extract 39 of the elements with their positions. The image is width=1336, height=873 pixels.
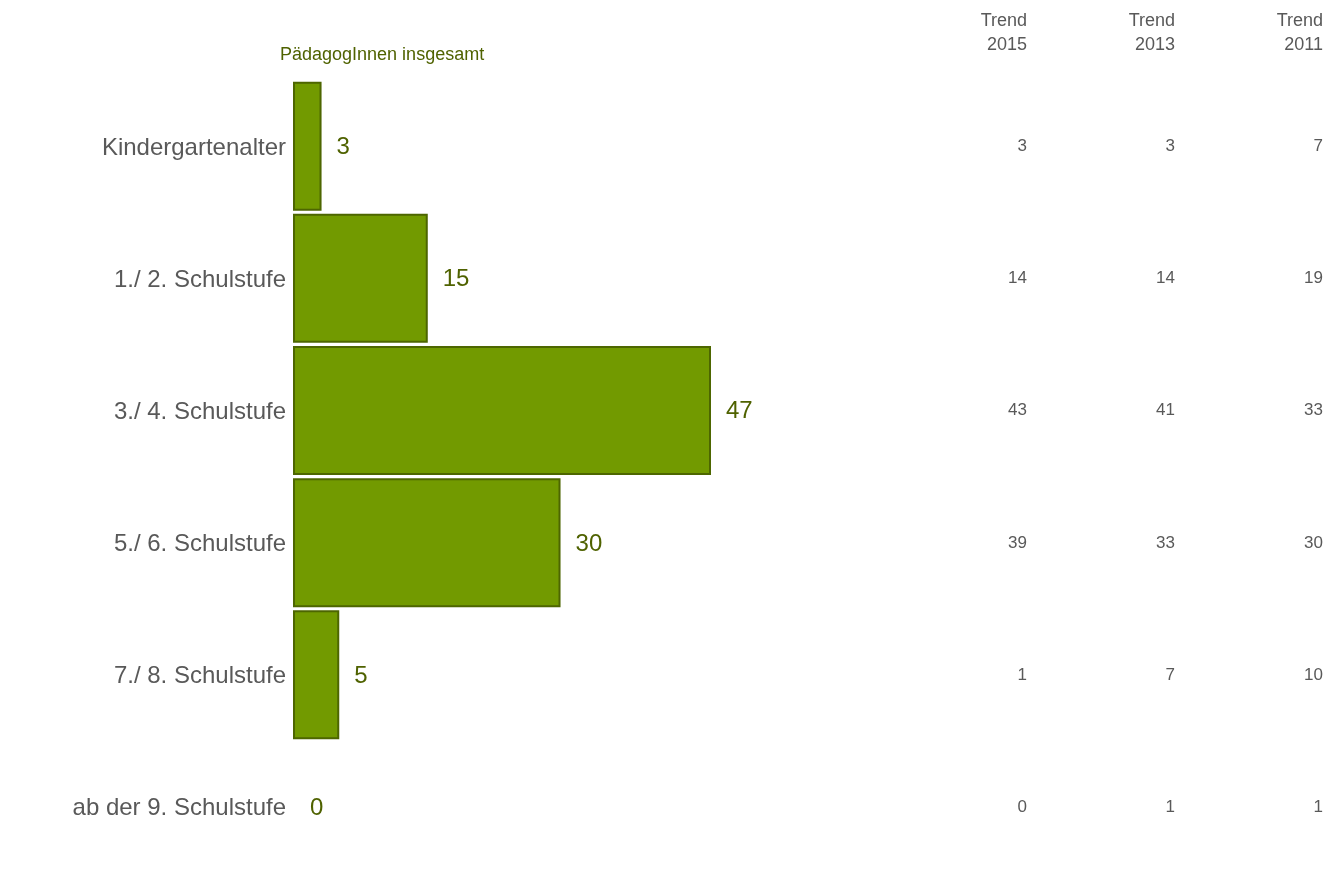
data-label: 47 — [726, 396, 753, 425]
data-label: 7 — [1115, 663, 1175, 686]
data-label: 14 — [967, 267, 1027, 290]
data-label: 41 — [1115, 399, 1175, 422]
y-tick-label: 3./ 4. Schulstufe — [113, 396, 286, 424]
x-tick-label: Trend 2015 — [979, 9, 1027, 56]
bar — [293, 478, 561, 608]
data-label: 1 — [967, 663, 1027, 686]
data-label: 0 — [310, 792, 324, 821]
data-label: 1 — [1263, 795, 1323, 818]
y-tick-label: Kindergartenalter — [101, 132, 286, 160]
data-label: 43 — [967, 399, 1027, 422]
y-tick-label: 5./ 6. Schulstufe — [113, 529, 286, 557]
data-label: 19 — [1263, 267, 1323, 290]
data-label: 5 — [354, 660, 368, 689]
data-label: 3 — [1115, 135, 1175, 158]
data-label: 39 — [967, 531, 1027, 554]
data-label: 7 — [1263, 135, 1323, 158]
data-label: 3 — [336, 132, 350, 161]
data-label: 10 — [1263, 663, 1323, 686]
data-label: 33 — [1263, 399, 1323, 422]
bar — [293, 610, 340, 740]
data-label: 3 — [967, 135, 1027, 158]
data-label: 14 — [1115, 267, 1175, 290]
y-tick-label: ab der 9. Schulstufe — [72, 793, 286, 821]
bar — [293, 81, 322, 211]
data-label: 0 — [967, 795, 1027, 818]
y-tick-label: 1./ 2. Schulstufe — [113, 264, 286, 292]
y-tick-label: 7./ 8. Schulstufe — [113, 661, 286, 689]
x-tick-label: Trend 2013 — [1127, 9, 1175, 56]
bar — [293, 345, 711, 475]
data-label: 33 — [1115, 531, 1175, 554]
series-label: PädagogInnen insgesamt — [280, 44, 485, 65]
data-label: 15 — [442, 264, 470, 293]
bar — [293, 213, 428, 343]
data-label: 1 — [1115, 795, 1175, 818]
data-label: 30 — [1263, 531, 1323, 554]
x-tick-label: Trend 2011 — [1275, 9, 1323, 56]
data-label: 30 — [575, 528, 603, 557]
